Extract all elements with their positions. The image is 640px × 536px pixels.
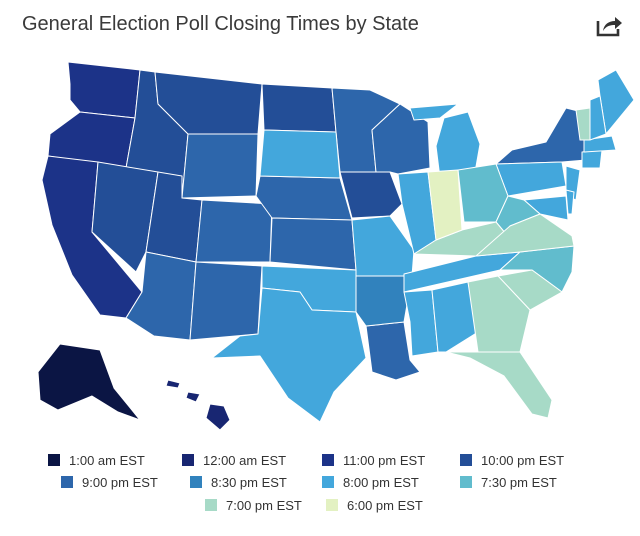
legend-label: 6:00 pm EST (347, 497, 423, 513)
state-nm[interactable] (189, 261, 263, 341)
legend-item[interactable]: 10:00 pm EST (460, 452, 564, 468)
legend-item[interactable]: 1:00 am EST (48, 452, 145, 468)
us-map (37, 61, 635, 431)
map-title: General Election Poll Closing Times by S… (22, 13, 419, 35)
legend-swatch (460, 454, 472, 466)
legend-swatch (190, 476, 202, 488)
share-button[interactable] (595, 12, 623, 38)
state-ms[interactable] (403, 289, 439, 357)
legend-swatch (48, 454, 60, 466)
legend-item[interactable]: 7:00 pm EST (205, 497, 302, 513)
state-mo[interactable] (351, 215, 415, 277)
state-fl[interactable] (445, 351, 553, 419)
state-nd[interactable] (261, 83, 337, 133)
state-wy[interactable] (181, 133, 259, 199)
legend-swatch (182, 454, 194, 466)
state-me[interactable] (597, 69, 635, 135)
legend-label: 12:00 am EST (203, 452, 287, 468)
state-nh[interactable] (589, 95, 607, 141)
legend-item[interactable]: 9:00 pm EST (61, 474, 158, 490)
legend-item[interactable]: 12:00 am EST (182, 452, 286, 468)
state-ga[interactable] (467, 275, 531, 353)
legend-label: 9:00 pm EST (82, 474, 158, 490)
legend-swatch (322, 476, 334, 488)
state-ct[interactable] (581, 149, 603, 169)
legend-label: 8:00 pm EST (343, 474, 419, 490)
state-de[interactable] (565, 189, 575, 215)
legend-label: 7:00 pm EST (226, 497, 302, 513)
state-ny[interactable] (495, 107, 587, 165)
legend-item[interactable]: 8:00 pm EST (322, 474, 419, 490)
share-icon (596, 17, 622, 37)
legend-item[interactable]: 6:00 pm EST (326, 497, 423, 513)
state-nv[interactable] (91, 161, 159, 273)
state-al[interactable] (431, 281, 479, 353)
legend-swatch (460, 476, 472, 488)
legend-label: 8:30 pm EST (211, 474, 287, 490)
legend-label: 1:00 am EST (69, 452, 145, 468)
state-in[interactable] (427, 169, 463, 241)
legend-label: 11:00 pm EST (343, 452, 426, 468)
state-ma[interactable] (583, 135, 617, 153)
state-tx[interactable] (211, 287, 367, 423)
state-ne[interactable] (255, 175, 353, 221)
state-va[interactable] (475, 213, 575, 257)
legend-label: 7:30 pm EST (481, 474, 557, 490)
legend-label: 10:00 pm EST (481, 452, 565, 468)
legend-swatch (322, 454, 334, 466)
state-ia[interactable] (339, 171, 403, 219)
state-hi[interactable] (165, 379, 231, 431)
legend-swatch (326, 499, 338, 511)
legend-item[interactable]: 11:00 pm EST (322, 452, 425, 468)
legend-item[interactable]: 7:30 pm EST (460, 474, 557, 490)
state-wa[interactable] (67, 61, 141, 119)
legend-swatch (61, 476, 73, 488)
legend-swatch (205, 499, 217, 511)
state-ak[interactable] (37, 343, 141, 421)
state-co[interactable] (195, 199, 273, 263)
state-ks[interactable] (269, 217, 357, 271)
legend-item[interactable]: 8:30 pm EST (190, 474, 287, 490)
state-sd[interactable] (259, 129, 341, 179)
